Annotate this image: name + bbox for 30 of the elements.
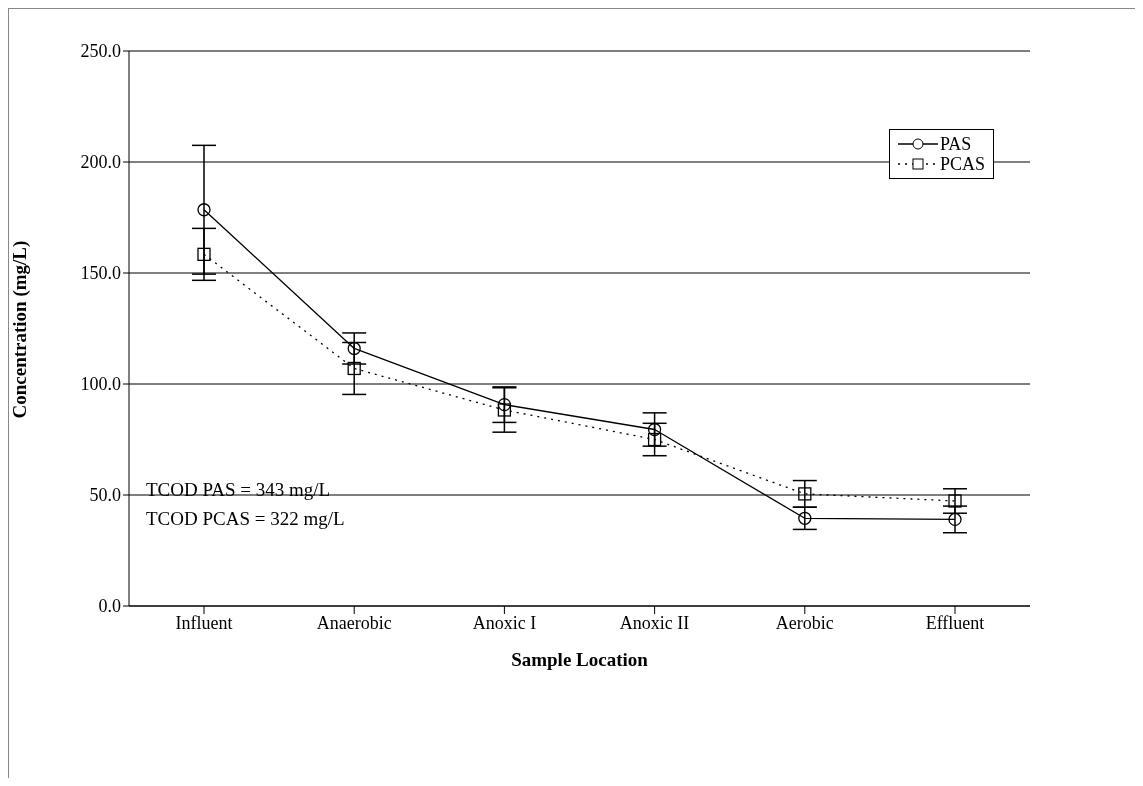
legend-label: PCAS <box>939 153 985 175</box>
y-tick-label: 50.0 <box>89 485 121 506</box>
y-tick-label: 0.0 <box>98 596 121 617</box>
point <box>347 341 361 356</box>
x-tick-label: Anoxic I <box>472 612 537 633</box>
point <box>647 422 662 437</box>
y-tick-label: 250.0 <box>80 41 121 62</box>
point <box>497 398 512 412</box>
y-tick-label: 150.0 <box>80 263 121 284</box>
point <box>197 247 211 261</box>
y-tick-label: 200.0 <box>80 152 121 173</box>
point <box>647 432 662 447</box>
annotation: TCOD PCAS = 322 mg/L <box>146 507 345 531</box>
y-tick-label: 100.0 <box>80 374 121 395</box>
annotation: TCOD PAS = 343 mg/L <box>146 478 332 502</box>
x-axis-title: Sample Location <box>511 649 649 670</box>
x-tick-label: Aerobic <box>775 612 834 633</box>
point <box>347 361 361 376</box>
point <box>948 512 962 527</box>
x-tick-label: Anoxic II <box>619 612 690 633</box>
point <box>798 511 812 525</box>
x-tick-label: Influent <box>175 612 233 633</box>
point <box>197 203 211 217</box>
x-tick-label: Effluent <box>925 612 985 633</box>
legend-label: PAS <box>939 133 972 155</box>
point <box>798 487 812 501</box>
point <box>948 494 962 508</box>
y-axis-title: Concentration (mg/L) <box>8 240 31 419</box>
point <box>497 403 512 417</box>
x-tick-label: Anaerobic <box>316 612 392 633</box>
